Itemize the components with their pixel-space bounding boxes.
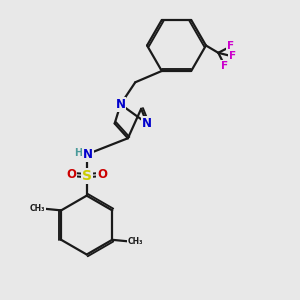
- Text: CH₃: CH₃: [30, 204, 45, 213]
- Text: S: S: [82, 169, 92, 183]
- Text: O: O: [66, 168, 76, 181]
- Text: F: F: [221, 61, 228, 71]
- Text: H: H: [74, 148, 83, 158]
- Text: CH₃: CH₃: [128, 237, 144, 246]
- Text: F: F: [229, 51, 236, 62]
- Text: N: N: [83, 148, 93, 161]
- Text: N: N: [142, 117, 152, 130]
- Text: F: F: [227, 41, 234, 51]
- Text: N: N: [116, 98, 126, 111]
- Text: O: O: [97, 168, 107, 181]
